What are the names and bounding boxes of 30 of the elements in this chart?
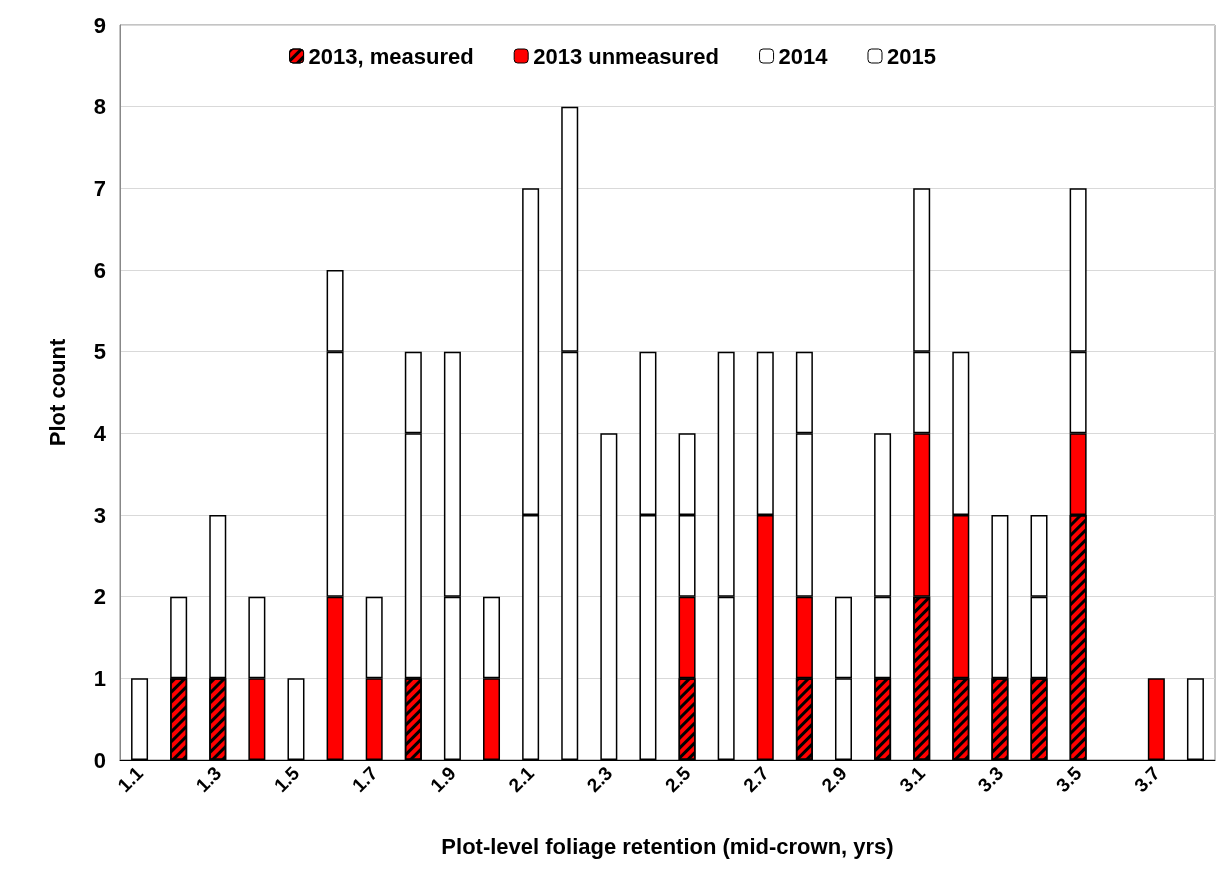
x-tick-label: 3.1 <box>895 762 930 797</box>
x-tick-label: 2.3 <box>582 762 617 797</box>
y-tick-label: 2 <box>93 584 106 610</box>
y-tick-label: 3 <box>93 502 106 528</box>
legend-label: 2013, measured <box>308 43 474 69</box>
x-tick-label: 3.3 <box>973 762 1008 797</box>
y-tick-label: 4 <box>93 420 107 446</box>
legend-label: 2015 <box>886 43 936 69</box>
x-tick-label: 2.1 <box>504 762 539 797</box>
y-tick-label: 5 <box>93 339 106 365</box>
x-tick-label: 1.5 <box>269 762 304 797</box>
y-tick-label: 9 <box>93 12 106 38</box>
y-tick-label: 1 <box>93 665 106 691</box>
x-tick-label: 3.5 <box>1052 762 1086 797</box>
y-tick-label: 7 <box>93 175 106 201</box>
x-tick-label: 2.9 <box>817 762 851 797</box>
legend-label: 2013 unmeasured <box>533 43 720 69</box>
x-tick-label: 1.1 <box>113 762 148 797</box>
x-tick-label: 3.7 <box>1130 762 1164 797</box>
x-tick-label: 1.3 <box>191 762 226 797</box>
x-tick-label: 2.7 <box>739 762 773 797</box>
x-axis-title: Plot-level foliage retention (mid-crown, yrs) <box>441 833 894 859</box>
y-tick-label: 0 <box>93 747 106 773</box>
x-tick-label: 2.5 <box>660 762 695 797</box>
y-tick-label: 6 <box>93 257 106 283</box>
x-tick-label: 1.9 <box>426 762 460 797</box>
y-axis-title: Plot count <box>44 338 70 447</box>
x-tick-label: 1.7 <box>348 762 382 797</box>
y-tick-label: 8 <box>93 94 106 120</box>
legend-label: 2014 <box>778 43 829 69</box>
